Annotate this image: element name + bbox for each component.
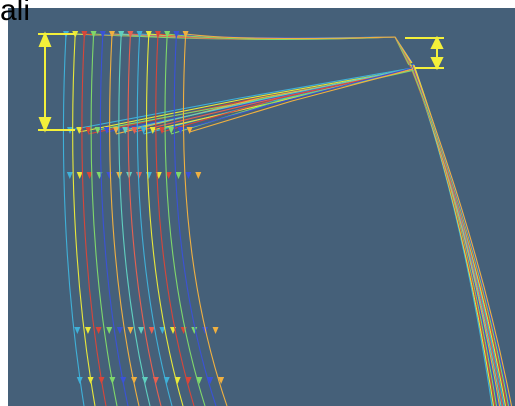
pattern-line: [109, 33, 140, 406]
marker: [131, 127, 138, 134]
grading-lines: [62, 31, 513, 406]
marker: [152, 377, 159, 384]
pattern-line: [90, 33, 118, 406]
marker: [141, 377, 148, 384]
pattern-line: [81, 33, 107, 406]
marker: [186, 127, 193, 134]
marker: [165, 172, 172, 179]
marker: [103, 127, 110, 134]
pattern-line: [79, 68, 414, 133]
marker: [76, 127, 83, 134]
pattern-view: [8, 8, 515, 406]
marker: [74, 327, 81, 334]
marker: [185, 172, 192, 179]
marker: [174, 377, 181, 384]
pattern-line: [99, 33, 129, 406]
marker: [164, 31, 171, 38]
pattern-line: [115, 69, 414, 135]
marker: [175, 172, 182, 179]
marker: [94, 127, 101, 134]
pattern-line: [180, 67, 413, 131]
marker: [95, 327, 102, 334]
marker: [118, 31, 125, 38]
marker: [196, 377, 203, 384]
marker: [109, 377, 116, 384]
marker: [66, 172, 73, 179]
marker: [120, 377, 127, 384]
marker: [106, 327, 113, 334]
marker: [84, 327, 91, 334]
marker: [116, 327, 123, 334]
dimension-markers: [38, 31, 444, 133]
marker: [76, 172, 83, 179]
pattern-line: [62, 33, 85, 406]
marker: [87, 377, 94, 384]
marker: [98, 377, 105, 384]
marker: [99, 31, 106, 38]
arrow-head: [38, 31, 52, 47]
marker: [159, 127, 165, 134]
marker: [168, 127, 175, 134]
marker: [207, 377, 214, 384]
marker: [159, 327, 166, 334]
pattern-line: [127, 33, 162, 406]
marker: [116, 172, 123, 179]
pattern-line: [164, 33, 206, 406]
marker: [145, 31, 152, 38]
pattern-line: [72, 33, 96, 406]
marker: [140, 127, 147, 134]
pattern-line: [69, 67, 413, 131]
pattern-line: [182, 33, 228, 406]
pattern-line: [145, 33, 184, 406]
marker: [113, 127, 119, 134]
pattern-line: [155, 33, 195, 406]
marker: [155, 31, 161, 38]
marker: [136, 31, 143, 38]
marker: [195, 172, 202, 179]
marker: [138, 327, 145, 334]
marker: [182, 31, 189, 38]
pattern-line: [173, 33, 217, 406]
marker: [148, 327, 155, 334]
marker: [191, 327, 198, 334]
marker: [86, 172, 93, 179]
pattern-line: [185, 33, 396, 39]
marker: [76, 377, 83, 384]
marker: [85, 127, 92, 134]
pattern-line: [412, 64, 513, 406]
marker: [131, 377, 138, 384]
marker: [173, 31, 180, 38]
marker: [72, 31, 79, 38]
marker: [201, 327, 208, 334]
marker: [109, 31, 115, 38]
marker: [90, 31, 97, 38]
marker: [127, 31, 134, 38]
arrow-head: [38, 117, 52, 133]
pattern-line: [189, 68, 414, 133]
marker: [149, 127, 156, 134]
pattern-line: [125, 67, 415, 131]
marker: [218, 377, 225, 384]
marker: [122, 127, 129, 134]
marker: [163, 377, 170, 384]
pattern-line: [410, 66, 510, 406]
marker: [177, 127, 184, 134]
pattern-line: [118, 33, 151, 406]
arrow-head: [430, 35, 444, 49]
pattern-line: [136, 33, 173, 406]
caption: ali: [0, 0, 31, 27]
pattern-line: [394, 36, 412, 64]
marker: [212, 327, 219, 334]
marker: [185, 377, 192, 384]
marker: [127, 327, 134, 334]
marker: [81, 31, 88, 38]
arrow-head: [430, 57, 444, 71]
